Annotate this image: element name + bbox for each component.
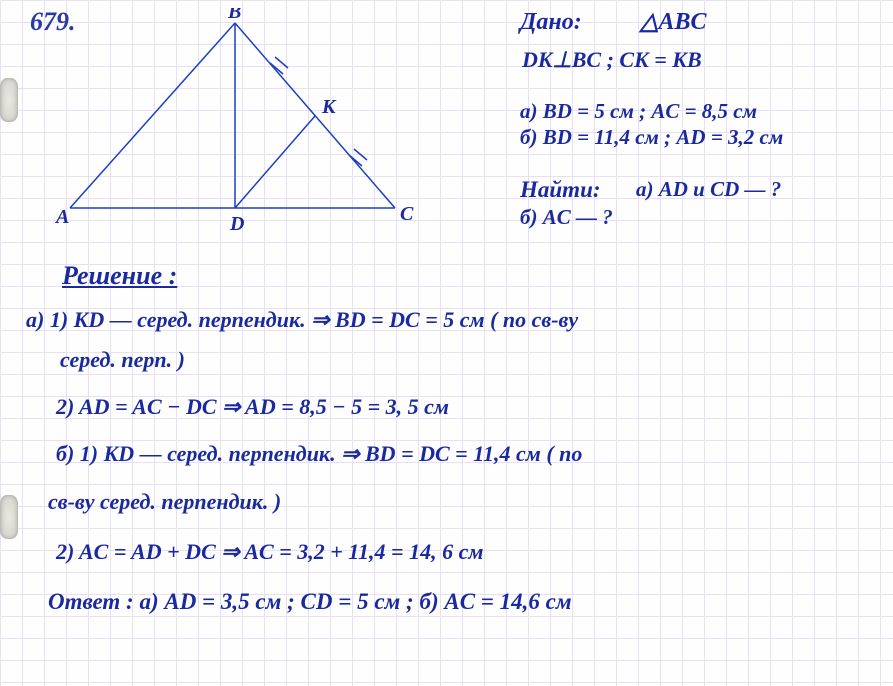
- sol-b-step1-line1: б) 1) KD — серед. перпендик. ⇒ BD = DC =…: [56, 442, 582, 465]
- triangle-diagram: A B C D К: [40, 8, 420, 238]
- given-case-b: б) BD = 11,4 см ; AD = 3,2 см: [520, 126, 783, 148]
- sol-b-step1-line2: св-ву серед. перпендик. ): [48, 490, 281, 513]
- given-header: Дано:: [520, 10, 582, 35]
- find-header: Найти:: [520, 178, 601, 202]
- binder-hole: [0, 495, 18, 539]
- given-line2: DK⊥BC ; CK = KB: [522, 48, 702, 71]
- svg-text:К: К: [321, 96, 337, 118]
- svg-text:C: C: [400, 203, 414, 225]
- svg-text:B: B: [227, 8, 241, 23]
- svg-text:A: A: [54, 206, 69, 228]
- sol-a-step1-line1: а) 1) KD — серед. перпендик. ⇒ BD = DC =…: [26, 308, 578, 331]
- sol-b-step2: 2) AC = AD + DC ⇒ AC = 3,2 + 11,4 = 14, …: [56, 540, 483, 563]
- find-b: б) AC — ?: [520, 206, 613, 228]
- find-a: а) AD и CD — ?: [636, 178, 781, 200]
- given-triangle: △ABC: [640, 10, 706, 35]
- solution-header: Решение :: [62, 262, 177, 289]
- binder-hole: [0, 78, 18, 122]
- sol-a-step1-line2: серед. перп. ): [60, 348, 185, 371]
- given-case-a: а) BD = 5 см ; AC = 8,5 см: [520, 100, 757, 122]
- sol-a-step2: 2) AD = AC − DC ⇒ AD = 8,5 − 5 = 3, 5 см: [56, 395, 449, 418]
- answer-line: Ответ : а) AD = 3,5 см ; CD = 5 см ; б) …: [48, 590, 572, 614]
- svg-text:D: D: [229, 213, 244, 235]
